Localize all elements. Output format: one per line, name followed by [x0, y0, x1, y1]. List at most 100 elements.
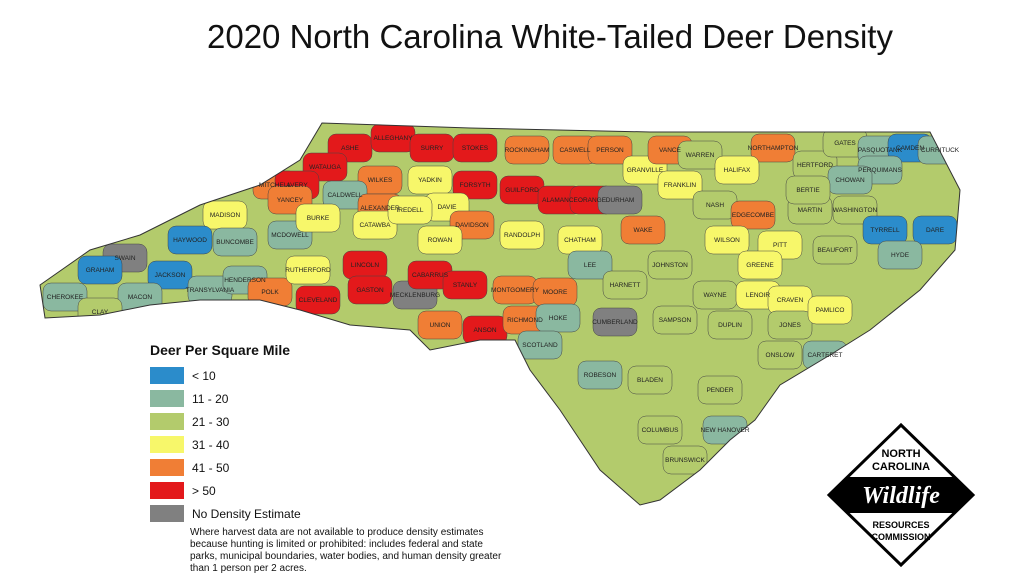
legend-label: > 50	[192, 483, 216, 498]
county-label: YANCEY	[277, 197, 304, 204]
legend-item: 21 - 30	[150, 410, 510, 433]
legend-label: < 10	[192, 368, 216, 383]
county-label: CHEROKEE	[47, 294, 84, 301]
county-label: PENDER	[706, 387, 733, 394]
county-label: STOKES	[462, 145, 489, 152]
county-label: ALAMANCE	[542, 197, 578, 204]
county-burke	[295, 203, 341, 233]
county-label: BEAUFORT	[817, 247, 852, 254]
legend-swatch	[150, 367, 184, 384]
county-label: STANLY	[453, 282, 478, 289]
county-label: COLUMBUS	[642, 427, 680, 434]
county-warren	[677, 140, 723, 170]
county-label: WASHINGTON	[833, 207, 878, 214]
county-johnston	[647, 250, 693, 280]
county-label: LEE	[584, 262, 597, 269]
county-label: HOKE	[549, 315, 568, 322]
county-label: HAYWOOD	[173, 237, 207, 244]
county-greene	[737, 250, 783, 280]
county-label: BLADEN	[637, 377, 663, 384]
county-label: ONSLOW	[766, 352, 796, 359]
county-label: FRANKLIN	[664, 182, 696, 189]
county-label: MOORE	[543, 289, 568, 296]
county-cumberland	[592, 307, 638, 337]
county-northampton	[750, 133, 796, 163]
county-label: MECKLENBURG	[390, 292, 440, 299]
legend-swatch	[150, 413, 184, 430]
legend-item: < 10	[150, 364, 510, 387]
county-label: ROWAN	[428, 237, 453, 244]
county-label: GATES	[834, 140, 856, 147]
county-label: DAVIE	[437, 204, 457, 211]
county-label: AVERY	[286, 182, 308, 189]
county-label: ANSON	[473, 327, 496, 334]
state-outline	[39, 122, 961, 506]
legend-label: 11 - 20	[192, 391, 229, 406]
legend-item: No Density Estimate	[150, 502, 510, 525]
county-label: HALIFAX	[724, 167, 751, 174]
county-label: GRAHAM	[86, 267, 115, 274]
county-label: CATAWBA	[360, 222, 392, 229]
county-wilson	[704, 225, 750, 255]
county-label: JONES	[779, 322, 801, 329]
county-rutherford	[285, 255, 331, 285]
county-label: GREENE	[746, 262, 774, 269]
legend-label: 31 - 40	[192, 437, 230, 452]
county-label: FORSYTH	[459, 182, 490, 189]
county-label: ALLEGHANY	[373, 135, 413, 142]
county-label: LENOIR	[746, 292, 771, 299]
county-label: WARREN	[686, 152, 715, 159]
county-stokes	[452, 133, 498, 163]
county-label: CALDWELL	[327, 192, 362, 199]
county-label: GUILFORD	[505, 187, 539, 194]
legend: Deer Per Square Mile < 10 11 - 20 21 - 30 3…	[150, 342, 510, 575]
county-label: ROCKINGHAM	[505, 147, 550, 154]
county-edgecombe	[730, 200, 776, 230]
county-label: MARTIN	[798, 207, 823, 214]
ncwrc-logo: NORTH CAROLINA Wildlife RESOURCES COMMIS…	[826, 422, 976, 568]
county-harnett	[602, 270, 648, 300]
county-label: CARTERET	[808, 352, 843, 359]
county-label: DARE	[926, 227, 945, 234]
county-bladen	[627, 365, 673, 395]
county-onslow	[757, 340, 803, 370]
county-label: CABARRUS	[412, 272, 449, 279]
county-label: PERSON	[596, 147, 624, 154]
county-label: CRAVEN	[777, 297, 804, 304]
county-label: CLEVELAND	[299, 297, 338, 304]
county-sampson	[652, 305, 698, 335]
county-iredell	[387, 195, 433, 225]
county-label: ROBESON	[584, 372, 617, 379]
legend-item: 31 - 40	[150, 433, 510, 456]
county-label: UNION	[430, 322, 451, 329]
county-label: BUNCOMBE	[216, 239, 254, 246]
county-label: CUMBERLAND	[592, 319, 638, 326]
county-label: VANCE	[659, 147, 682, 154]
county-haywood	[167, 225, 213, 255]
county-label: DAVIDSON	[455, 222, 489, 229]
legend-label: No Density Estimate	[192, 506, 301, 521]
county-label: TYRRELL	[870, 227, 900, 234]
county-label: NORTHAMPTON	[748, 145, 799, 152]
county-lee	[567, 250, 613, 280]
county-label: ALEXANDER	[360, 205, 400, 212]
county-label: WAYNE	[703, 292, 727, 299]
legend-label: 21 - 30	[192, 414, 230, 429]
legend-swatch	[150, 436, 184, 453]
county-columbus	[637, 415, 683, 445]
county-label: PAMLICO	[816, 307, 845, 314]
county-label: POLK	[261, 289, 279, 296]
legend-note: Where harvest data are not available to …	[190, 527, 502, 574]
svg-text:RESOURCES: RESOURCES	[872, 520, 929, 530]
county-bertie	[785, 175, 831, 205]
county-rowan	[417, 225, 463, 255]
county-label: WAKE	[634, 227, 654, 234]
county-label: MACON	[128, 294, 153, 301]
county-label: CASWELL	[559, 147, 590, 154]
county-gaston	[347, 275, 393, 305]
legend-swatch	[150, 390, 184, 407]
county-label: CHOWAN	[835, 177, 865, 184]
county-label: EDGECOMBE	[732, 212, 775, 219]
county-label: DUPLIN	[718, 322, 742, 329]
county-pender	[697, 375, 743, 405]
